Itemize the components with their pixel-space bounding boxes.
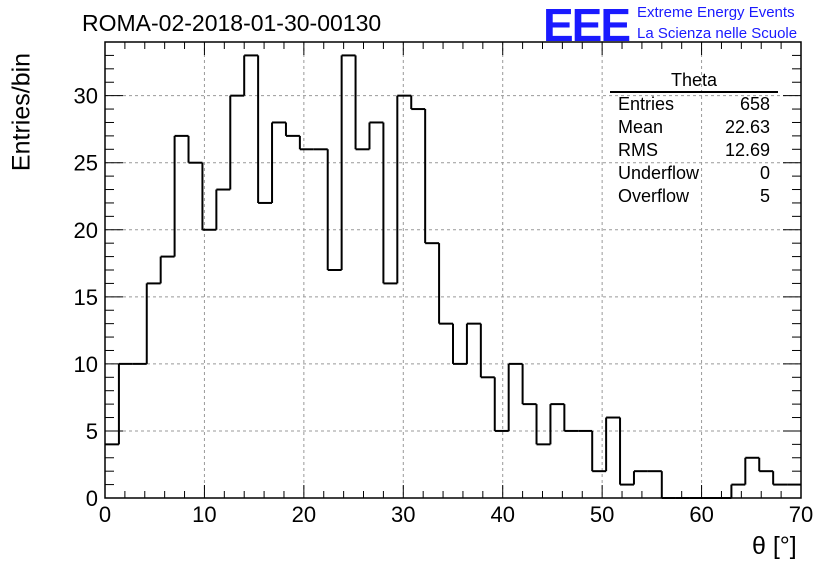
y-axis-label: Entries/bin — [7, 52, 36, 172]
x-tick-label: 50 — [590, 502, 614, 527]
y-tick-label: 20 — [74, 218, 98, 243]
stats-value: 0 — [759, 163, 770, 183]
stats-value: 5 — [759, 186, 770, 206]
eee-logo: EEE — [543, 0, 631, 51]
y-tick-label: 0 — [86, 486, 98, 511]
stats-row-rms: RMS 12.69 — [610, 139, 778, 162]
y-tick-label: 10 — [74, 352, 98, 377]
logo-line-2: La Scienza nelle Scuole — [637, 25, 798, 42]
stats-value: 658 — [739, 94, 770, 114]
stats-row-underflow: Underflow 0 — [610, 162, 778, 185]
stats-row-overflow: Overflow 5 — [610, 185, 778, 208]
stats-value: 12.69 — [724, 140, 770, 160]
stats-row-entries: Entries 658 — [610, 93, 778, 116]
stats-value: 22.63 — [724, 117, 770, 137]
logo-line-1: Extreme Energy Events — [637, 4, 795, 21]
x-tick-label: 20 — [292, 502, 316, 527]
stats-label: Overflow — [618, 186, 690, 206]
x-tick-label: 10 — [192, 502, 216, 527]
x-tick-label: 40 — [490, 502, 514, 527]
x-tick-label: 30 — [391, 502, 415, 527]
x-tick-label: 60 — [689, 502, 713, 527]
x-axis-label: θ [°] — [752, 532, 797, 560]
stats-title: Theta — [610, 70, 778, 93]
stats-box: Theta Entries 658 Mean 22.63 RMS 12.69 U… — [610, 70, 778, 208]
stats-label: Entries — [618, 94, 675, 114]
stats-row-mean: Mean 22.63 — [610, 116, 778, 139]
y-tick-label: 25 — [74, 151, 98, 176]
x-tick-label: 0 — [99, 502, 111, 527]
y-tick-label: 5 — [86, 419, 98, 444]
x-tick-label: 70 — [789, 502, 813, 527]
y-tick-label: 30 — [74, 84, 98, 109]
stats-label: RMS — [618, 140, 658, 160]
chart-title: ROMA-02-2018-01-30-00130 — [82, 10, 382, 36]
y-tick-label: 15 — [74, 285, 98, 310]
stats-label: Mean — [618, 117, 664, 137]
stats-label: Underflow — [618, 163, 700, 183]
